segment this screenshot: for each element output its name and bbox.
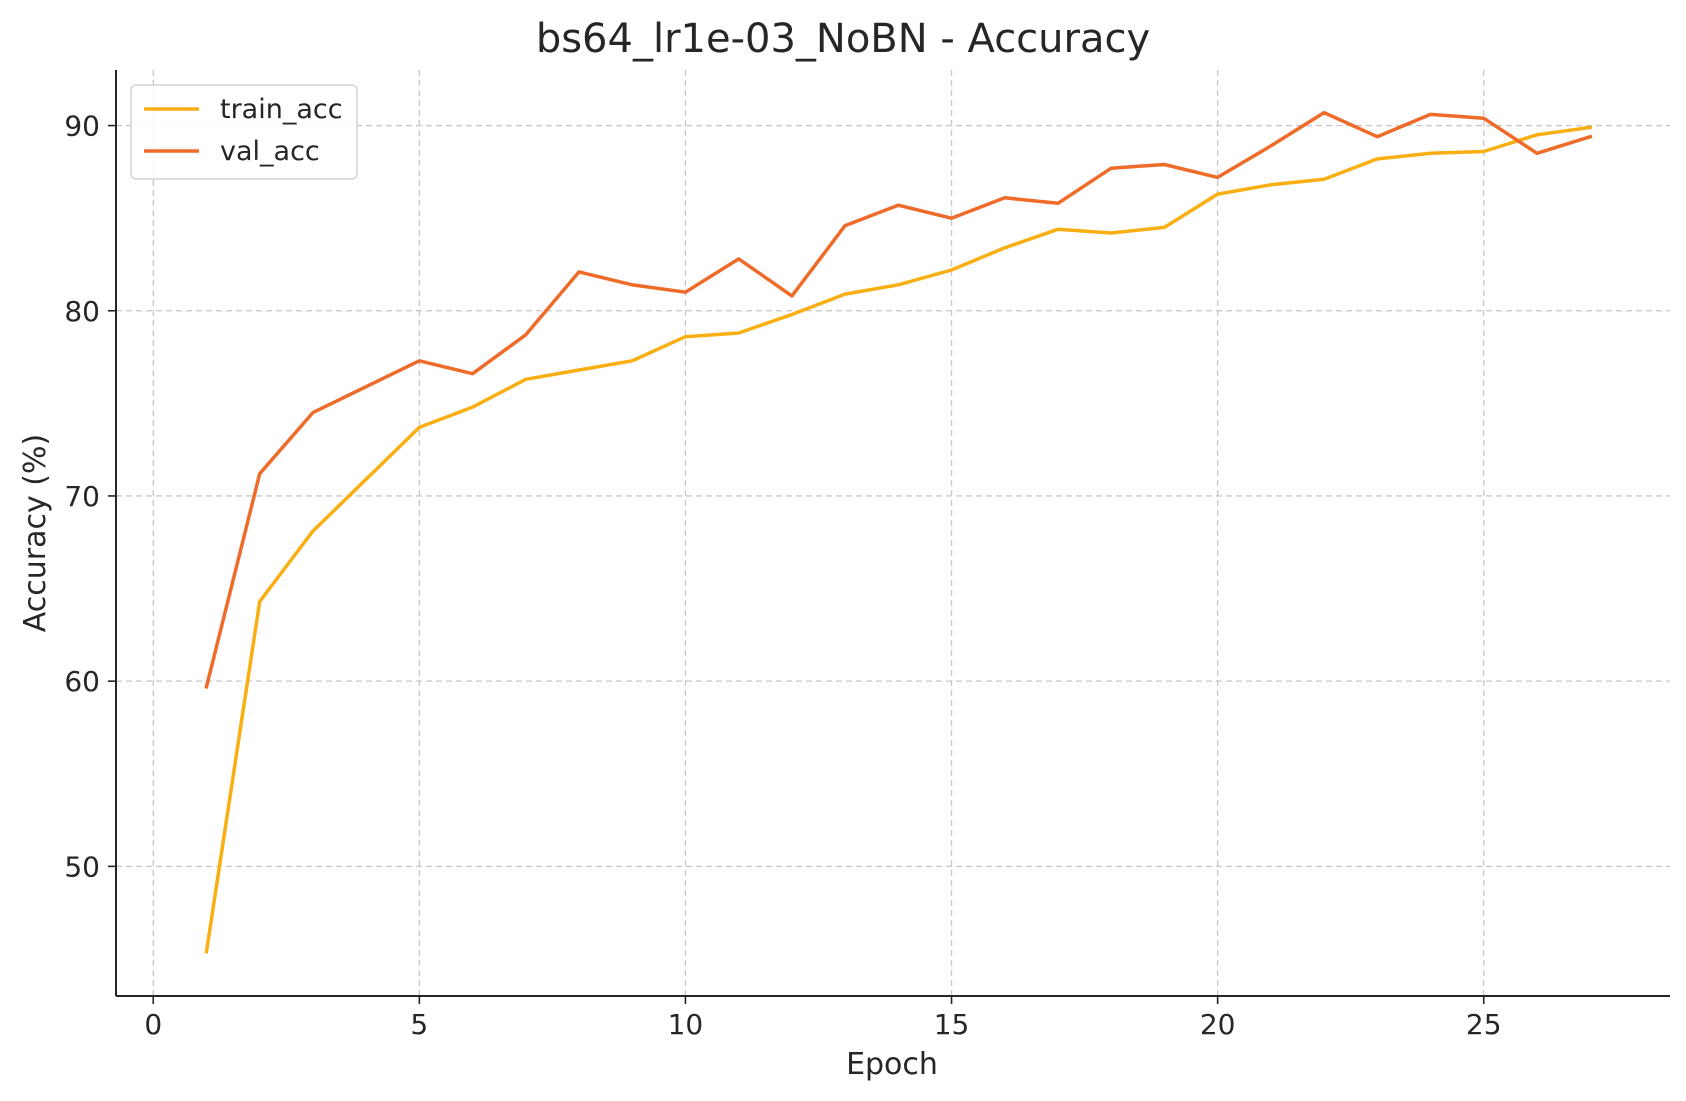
x-tick-label: 0 [144,1008,162,1041]
series-lines [204,110,1593,954]
x-axis-label: Epoch [846,1047,938,1082]
y-tick-label: 70 [64,480,100,513]
legend: train_acc val_acc [130,84,358,180]
x-tick-label: 5 [410,1008,428,1041]
x-tick-label: 10 [668,1008,704,1041]
series-line-train_acc [204,125,1593,954]
legend-label-train_acc: train_acc [220,94,343,125]
series-line-val_acc [204,110,1593,689]
x-tick-label: 25 [1466,1008,1502,1041]
y-tick-label: 90 [64,110,100,143]
x-tick-label: 15 [934,1008,970,1041]
x-tick-label: 20 [1200,1008,1236,1041]
axis-ticks: 0 5 10 15 20 25 50 60 70 80 90 [64,110,1501,1041]
y-tick-label: 80 [64,295,100,328]
y-tick-label: 60 [64,665,100,698]
y-axis-label: Accuracy (%) [18,434,53,632]
y-tick-label: 50 [64,850,100,883]
chart-title: bs64_lr1e-03_NoBN - Accuracy [536,16,1150,62]
legend-label-val_acc: val_acc [220,136,320,167]
grid-lines [116,70,1670,996]
